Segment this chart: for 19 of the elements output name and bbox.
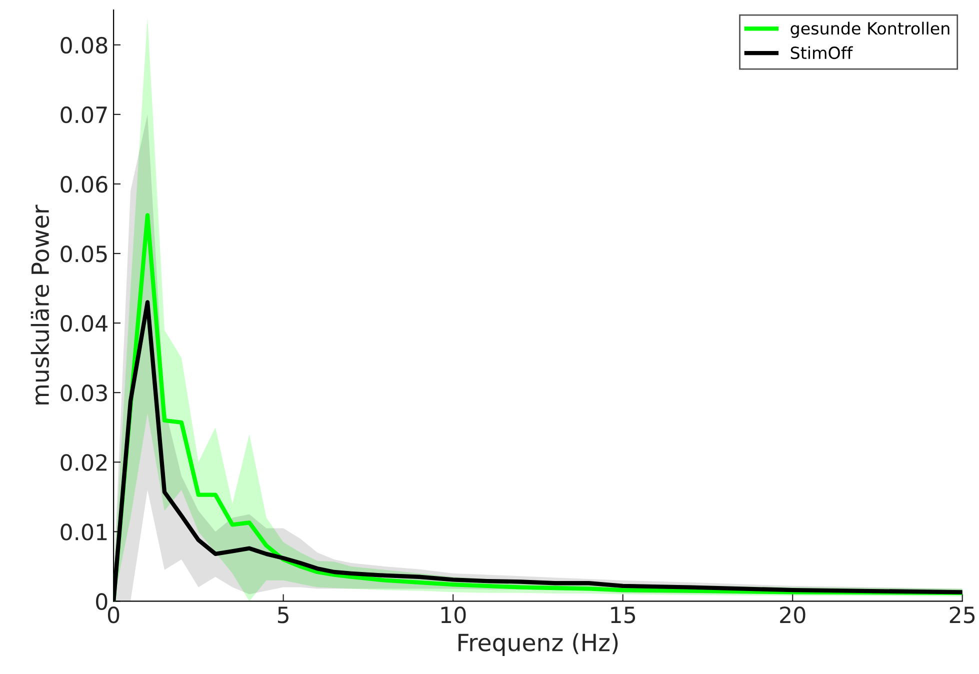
y-tick-label: 0.03 — [60, 384, 107, 402]
x-tick-label: 20 — [780, 606, 806, 624]
legend-label: gesunde Kontrollen — [790, 22, 950, 38]
x-tick-label: 0 — [108, 606, 120, 624]
x-axis-title: Frequenz (Hz) — [458, 633, 618, 656]
y-tick-label: 0.05 — [60, 245, 107, 262]
x-tick-label: 15 — [611, 606, 636, 624]
x-tick-label: 5 — [278, 606, 288, 624]
y-tick-label: 0.08 — [60, 36, 108, 54]
y-axis-title: muskuläre Power — [30, 204, 50, 404]
x-tick-label: 25 — [950, 606, 975, 624]
y-tick-label: 0.02 — [60, 454, 106, 471]
y-tick-label: 0.06 — [60, 176, 108, 193]
y-tick-label: 0.01 — [60, 524, 107, 540]
y-tick-label: 0.07 — [60, 106, 107, 124]
x-tick-label: 10 — [441, 606, 466, 624]
legend-label: StimOff — [790, 46, 853, 60]
y-tick-label: 0 — [96, 593, 108, 610]
y-tick-label: 0.04 — [60, 314, 108, 332]
